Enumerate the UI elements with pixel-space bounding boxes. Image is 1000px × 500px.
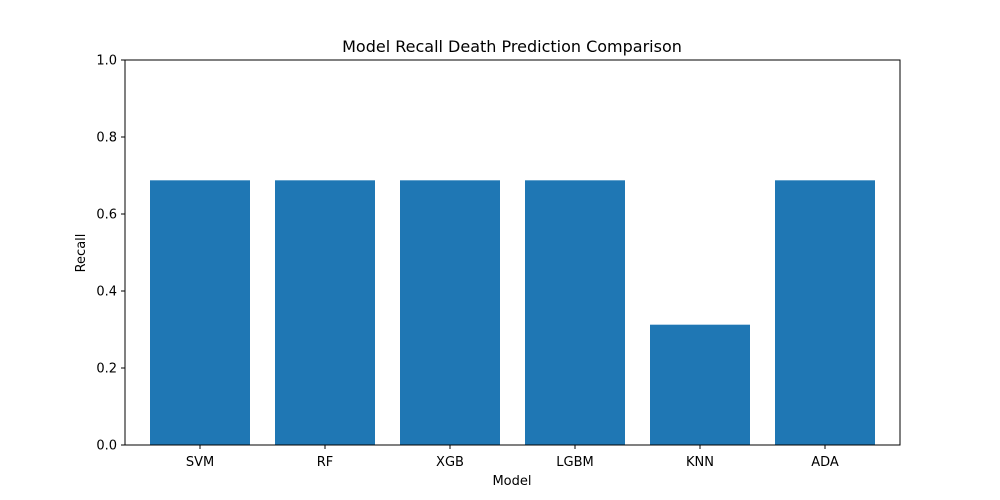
y-tick-label: 0.8 [96,131,117,146]
plot-frame [124,59,901,446]
bar-knn [650,324,750,445]
bar-xgb [400,180,500,445]
y-tick-label: 0.6 [96,208,117,223]
x-tick-label: ADA [811,455,839,470]
y-tick-label: 0.2 [96,362,117,377]
y-axis-label: Recall [74,234,89,273]
x-axis-ticks: SVM RF XGB LGBM KNN ADA [186,445,839,470]
y-tick-label: 0.4 [96,285,117,300]
y-axis-ticks: 0.0 0.2 0.4 0.6 0.8 1.0 [96,54,125,454]
x-tick-label: XGB [436,455,464,470]
chart-title: Model Recall Death Prediction Comparison [342,37,682,56]
bar-lgbm [525,180,625,445]
y-tick-label: 0.0 [96,439,117,454]
x-tick-label: KNN [686,455,714,470]
bar-rf [275,180,375,445]
y-tick-label: 1.0 [96,54,117,69]
x-tick-label: RF [317,455,334,470]
bar-svm [150,180,250,445]
x-axis-label: Model [492,474,531,489]
bar-ada [775,180,875,445]
x-tick-label: SVM [186,455,214,470]
bars-group [150,180,875,445]
x-tick-label: LGBM [556,455,593,470]
